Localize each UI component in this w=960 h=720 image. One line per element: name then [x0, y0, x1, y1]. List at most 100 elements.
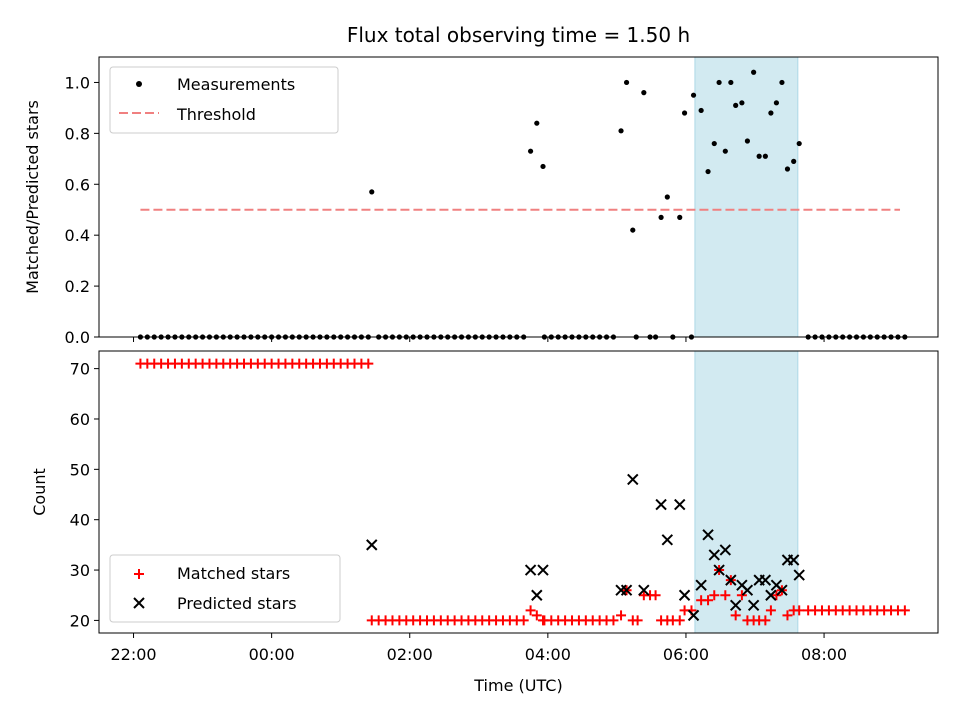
predicted-star-point	[776, 584, 788, 596]
predicted-star-point	[627, 473, 639, 486]
top-y-tick-label: 0.0	[65, 328, 90, 347]
legend-matched-marker	[134, 569, 144, 579]
predicted-star-point	[793, 569, 805, 581]
legend-threshold-label: Threshold	[176, 105, 256, 124]
bottom-x-ticks: 22:00 00:00 02:00 04:00 06:00 08:00	[110, 633, 847, 664]
measurement-point	[705, 168, 711, 175]
predicted-star-point	[531, 589, 543, 601]
measurement-point	[722, 148, 728, 154]
measurement-point	[698, 107, 704, 114]
measurement-point	[540, 163, 546, 170]
measurement-point	[773, 100, 780, 106]
legend-matched-label: Matched stars	[177, 564, 290, 583]
x-tick-label: 00:00	[249, 645, 295, 664]
predicted-star-point	[638, 584, 650, 596]
predicted-star-point	[366, 539, 378, 551]
measurement-point	[677, 214, 683, 220]
predicted-star-point	[687, 609, 700, 622]
measurement-point	[369, 189, 375, 195]
measurement-point	[733, 102, 739, 108]
top-y-tick-label: 1.0	[65, 73, 90, 92]
top-legend-box	[109, 66, 339, 134]
bottom-legend-box	[109, 554, 341, 623]
matched-star-point	[363, 358, 374, 369]
legend-predicted-marker	[133, 597, 145, 609]
predicted-star-point	[655, 498, 667, 511]
top-y-tick-label: 0.2	[65, 277, 90, 296]
legend-measurements-marker	[136, 81, 142, 87]
predicted-star-point	[678, 589, 691, 601]
top-y-tick-label: 0.8	[65, 124, 90, 143]
predicted-star-point	[708, 549, 720, 561]
x-tick-label: 08:00	[801, 645, 847, 664]
predicted-star-point	[719, 544, 732, 556]
measurement-point	[751, 69, 757, 75]
measurement-point	[664, 194, 670, 200]
matched-star-point	[760, 615, 771, 626]
x-tick-label: 22:00	[110, 645, 156, 664]
x-tick-label: 06:00	[663, 645, 709, 664]
matched-star-point	[674, 615, 685, 626]
chart-title: Flux total observing time = 1.50 h	[347, 23, 690, 47]
matched-star-point	[899, 605, 910, 616]
measurement-point	[739, 100, 745, 106]
predicted-star-point	[674, 498, 686, 511]
bottom-plot-frame	[98, 350, 939, 634]
top-legend: Measurements Threshold	[109, 66, 339, 134]
measurement-point	[768, 110, 774, 116]
top-x-ticks	[133, 337, 825, 342]
x-tick-label: 02:00	[387, 645, 433, 664]
measurement-point	[756, 153, 762, 159]
bottom-y-ticks: 20 30 40 50 60 70	[70, 360, 99, 630]
x-tick-label: 04:00	[525, 645, 571, 664]
measurement-point	[762, 153, 768, 159]
measurement-point	[744, 138, 751, 144]
measurement-point	[784, 166, 791, 172]
top-plot-frame	[98, 56, 939, 338]
predicted-star-point	[713, 564, 725, 576]
measurement-point	[630, 227, 636, 233]
bottom-y-tick-label: 60	[70, 410, 90, 429]
matched-star-point	[632, 615, 643, 626]
predicted-star-point	[620, 584, 633, 596]
measurement-point	[728, 79, 734, 86]
bottom-y-tick-label: 70	[70, 360, 90, 379]
matched-star-point	[608, 615, 619, 626]
matched-star-point	[518, 615, 529, 626]
matched-star-point	[794, 605, 805, 616]
measurement-point	[618, 128, 624, 134]
matched-star-point	[709, 590, 720, 601]
measurement-point	[641, 90, 647, 96]
top-observing-window-shade	[694, 56, 799, 338]
legend-predicted-label: Predicted stars	[177, 594, 297, 613]
predicted-star-point	[537, 564, 549, 576]
measurement-point	[690, 92, 697, 98]
matched-star-point	[616, 610, 627, 621]
top-panel: 0.0 0.2 0.4 0.6 0.8 1.0 Matched/Predicted sta…	[23, 56, 939, 347]
bottom-observing-window-shade	[694, 350, 799, 634]
predicted-star-point	[702, 529, 714, 541]
measurement-point	[623, 79, 630, 86]
measurement-point	[711, 140, 717, 147]
matched-star-point	[765, 605, 776, 616]
matched-star-point	[720, 590, 731, 601]
bottom-y-tick-label: 50	[70, 460, 90, 479]
bottom-y-tick-label: 40	[70, 511, 90, 530]
bottom-y-axis-label: Count	[30, 468, 49, 516]
predicted-star-point	[695, 579, 707, 591]
measurement-point	[681, 110, 688, 116]
predicted-star-point	[661, 534, 674, 546]
measurement-point	[779, 79, 785, 86]
predicted-star-point	[787, 554, 800, 566]
bottom-legend: Matched stars Predicted stars	[109, 554, 341, 623]
predicted-star-point	[747, 599, 760, 612]
matched-star-point	[650, 590, 661, 601]
top-y-tick-label: 0.6	[65, 175, 90, 194]
measurement-point	[791, 158, 797, 164]
matched-star-point	[736, 590, 747, 601]
measurement-point	[534, 120, 540, 126]
bottom-y-tick-label: 20	[70, 611, 90, 630]
predicted-star-point	[524, 564, 537, 576]
top-y-tick-label: 0.4	[65, 226, 90, 245]
